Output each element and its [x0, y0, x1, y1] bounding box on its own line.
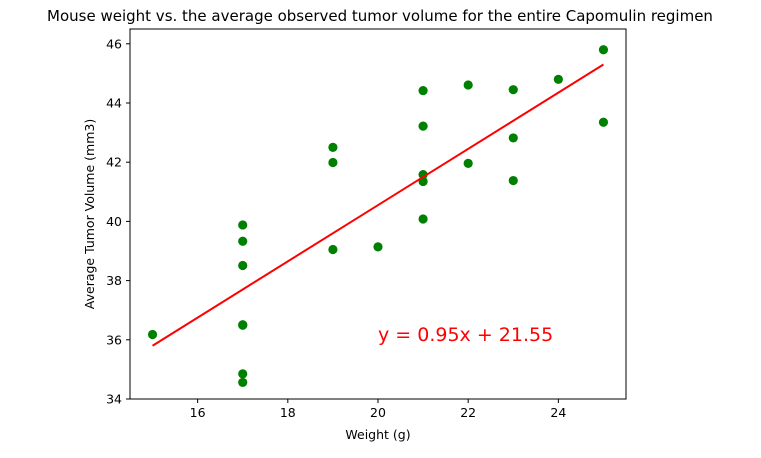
data-point [238, 320, 248, 330]
y-tick-label: 42 [106, 155, 122, 170]
chart-title: Mouse weight vs. the average observed tu… [47, 7, 713, 25]
data-point [463, 80, 473, 90]
data-point [418, 170, 428, 180]
y-tick-label: 36 [106, 332, 122, 347]
y-tick-label: 46 [106, 36, 122, 51]
data-point [238, 236, 248, 246]
regression-line [152, 63, 604, 347]
data-point [328, 244, 338, 255]
data-point [418, 214, 428, 224]
data-point [147, 329, 158, 340]
axis-ticks: 16 18 20 22 24 34 36 38 40 42 44 46 [106, 36, 566, 420]
data-point [373, 242, 383, 252]
plot-area [147, 45, 609, 388]
y-tick-label: 38 [106, 273, 122, 288]
y-tick-label: 40 [106, 214, 122, 229]
x-tick-label: 18 [280, 405, 296, 420]
data-point [553, 74, 563, 84]
x-tick-label: 20 [370, 405, 386, 420]
data-point [238, 377, 248, 388]
regression-equation-annotation: y = 0.95x + 21.55 [378, 324, 553, 346]
x-axis-label: Weight (g) [345, 427, 410, 442]
y-tick-label: 44 [106, 96, 122, 111]
data-point [598, 117, 609, 127]
x-tick-label: 16 [190, 405, 206, 420]
data-point [418, 85, 428, 96]
x-tick-label: 22 [460, 405, 476, 420]
data-point [238, 220, 248, 230]
data-point [238, 260, 248, 271]
data-point [508, 175, 518, 186]
data-point [328, 157, 338, 168]
x-tick-label: 24 [550, 405, 566, 420]
y-tick-label: 34 [106, 392, 122, 407]
data-point [508, 133, 518, 143]
data-point [238, 369, 248, 379]
data-point [508, 85, 518, 95]
data-point [418, 121, 428, 131]
y-axis-label: Average Tumor Volume (mm3) [82, 119, 97, 309]
data-point [328, 142, 338, 152]
data-point [463, 158, 473, 168]
data-point [598, 45, 609, 55]
